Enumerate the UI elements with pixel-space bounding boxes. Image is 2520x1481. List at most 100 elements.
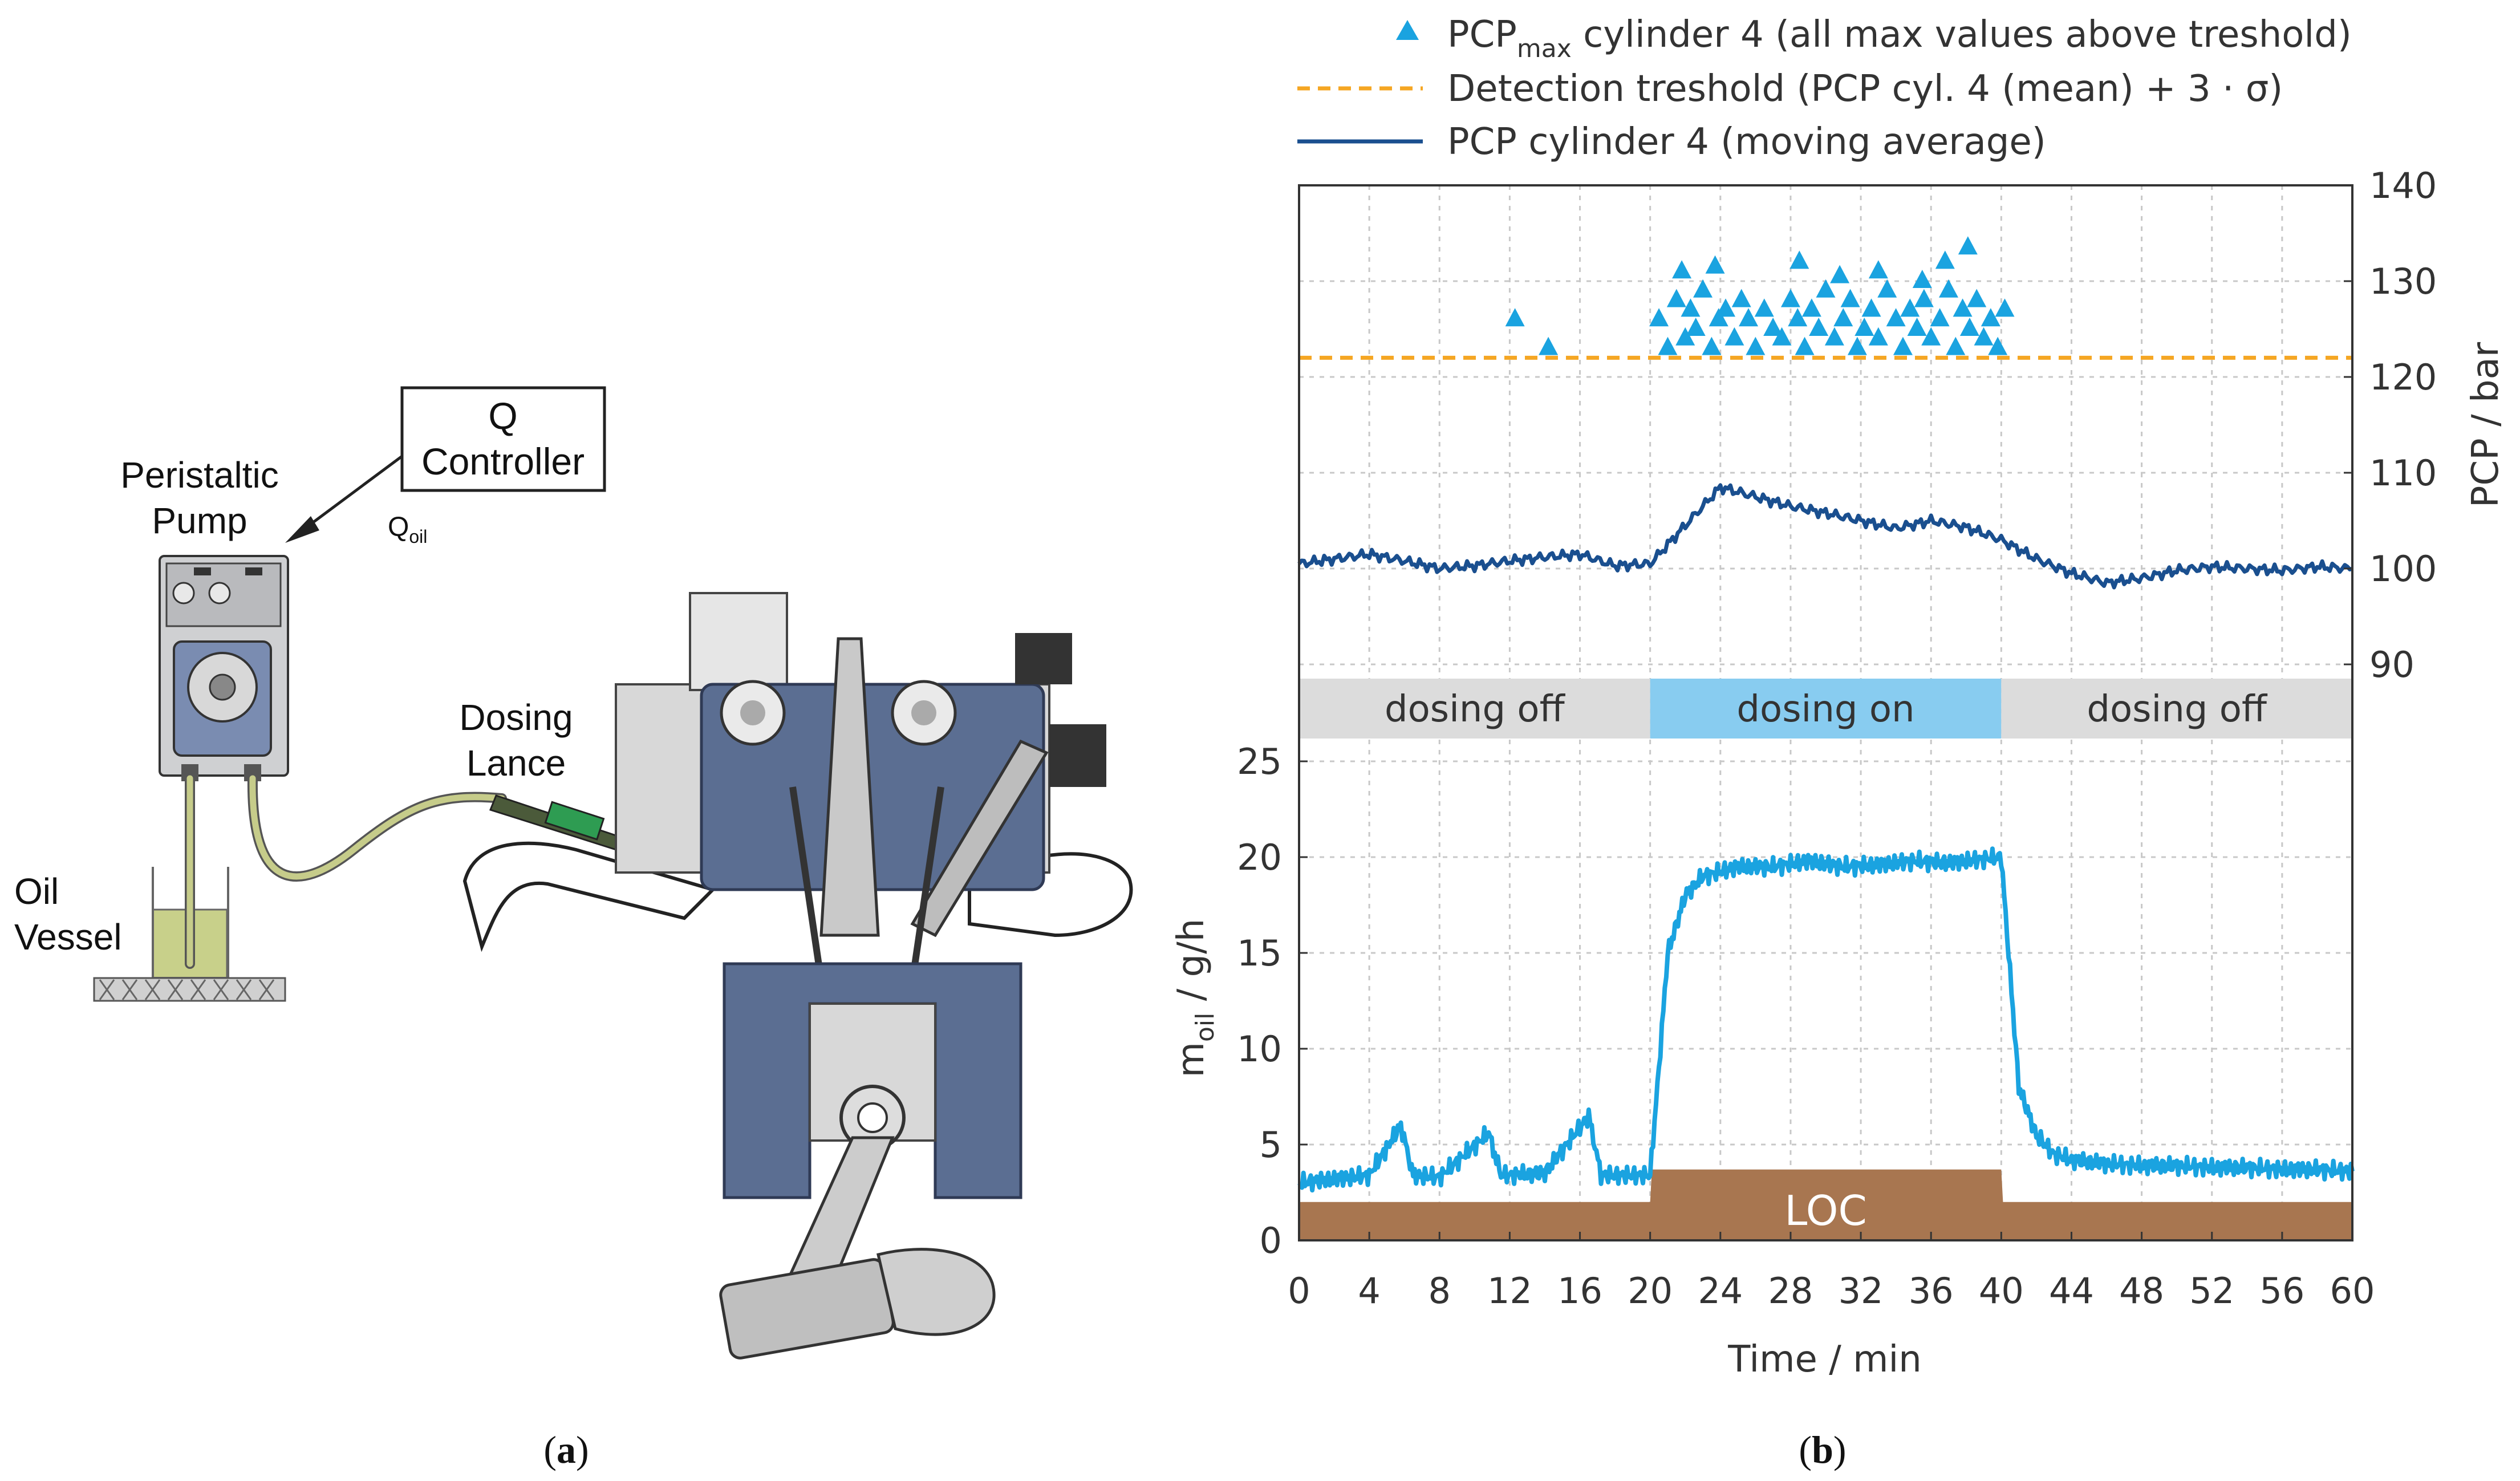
pcp-max-point (1795, 336, 1815, 355)
phase-bands: dosing off dosing on dosing off (1299, 679, 2352, 739)
pcp-max-point (1877, 279, 1897, 298)
x-tick-label: 56 (2259, 1270, 2304, 1312)
pcp-max-point (1539, 336, 1559, 355)
x-tick-label: 40 (1979, 1270, 2024, 1312)
pcp-max-point (1672, 260, 1692, 279)
pcp-max-point (1763, 318, 1783, 336)
x-tick-label: 20 (1628, 1270, 1673, 1312)
controller-label-2: Controller (421, 440, 585, 482)
pcp-max-point (1731, 289, 1751, 307)
pcp-max-point (1681, 298, 1701, 317)
lower-y-axis-ticks: 0 5 10 15 20 25 (1237, 741, 1308, 1261)
q-oil-label: Qoil (388, 512, 427, 547)
pcp-max-point (1981, 308, 2000, 327)
lower-y-tick-label: 15 (1237, 932, 1282, 974)
lower-y-tick-label: 5 (1260, 1124, 1282, 1166)
band-dosing-on (1650, 679, 2002, 739)
x-tick-label: 0 (1288, 1270, 1310, 1312)
vessel-label-2: Vessel (14, 916, 122, 957)
pcp-max-point (1912, 270, 1932, 288)
pcp-max-point (1953, 298, 1973, 317)
pcp-max-point (1705, 255, 1725, 274)
pcp-max-point (1658, 336, 1678, 355)
pcp-max-point (1886, 308, 1906, 327)
pcp-max-point (1840, 289, 1860, 307)
pcp-max-point (1709, 308, 1728, 327)
pcp-max-point (1967, 289, 1987, 307)
lower-y-tick-label: 10 (1237, 1028, 1282, 1070)
plot-frame (1298, 184, 2353, 1241)
pump-label-2: Pump (152, 500, 247, 541)
upper-y-tick-label: 110 (2369, 452, 2437, 494)
pcp-max-point (1900, 298, 1920, 317)
lance-label-1: Dosing (459, 697, 573, 738)
pcp-max-point (1958, 236, 1978, 255)
pcp-max-point (1789, 250, 1809, 269)
pcp-max-point (1716, 298, 1736, 317)
legend-marker-pcp-max (1396, 20, 1419, 40)
controller-label-1: Q (488, 395, 517, 437)
pcp-max-point (1693, 279, 1713, 298)
x-tick-label: 24 (1698, 1270, 1743, 1312)
pcp-max-point (1724, 327, 1744, 346)
x-tick-label: 52 (2189, 1270, 2234, 1312)
lower-y-tick-label: 25 (1237, 741, 1282, 782)
x-tick-label: 60 (2330, 1270, 2375, 1312)
panel-a-schematic: Q Controller Qoil Peristaltic Pump Oil V… (14, 386, 1133, 1471)
pcp-max-point (1780, 289, 1800, 307)
band-dosing-off-1 (1299, 679, 1650, 739)
peristaltic-pump (159, 555, 289, 781)
x-axis-ticks: 0 4 8 12 16 20 24 28 32 36 40 44 48 52 56 60 (1288, 1232, 2375, 1312)
pcp-max-point (1959, 318, 1979, 336)
controller-box (400, 386, 606, 492)
x-tick-label: 48 (2119, 1270, 2164, 1312)
upper-y-tick-label: 90 (2369, 644, 2415, 685)
loc-label: LOC (1784, 1187, 1867, 1235)
upper-y-axis-ticks: 90 100 110 120 130 140 (2344, 165, 2437, 685)
lower-y-tick-label: 20 (1237, 837, 1282, 878)
pcp-max-point (1847, 336, 1867, 355)
legend: PCPmax cylinder 4 (all max values above … (1297, 14, 2352, 163)
pcp-max-point (1746, 336, 1766, 355)
pcp-max-point (1938, 279, 1958, 298)
pcp-max-point (1666, 289, 1686, 307)
pcp-max-point (1824, 327, 1844, 346)
pcp-max-markers (1505, 236, 2015, 355)
pcp-max-point (1907, 318, 1927, 336)
legend-label-pcp-max: PCPmax cylinder 4 (all max values above … (1447, 14, 2352, 63)
pcp-max-point (1946, 336, 1966, 355)
x-tick-label: 28 (1768, 1270, 1813, 1312)
legend-label-pcp-avg: PCP cylinder 4 (moving average) (1447, 121, 2046, 163)
band-label-dosing-on: dosing on (1736, 688, 1914, 731)
pcp-max-point (1809, 318, 1829, 336)
pcp-max-point (1830, 265, 1850, 283)
pcp-max-point (1686, 318, 1706, 336)
x-tick-label: 8 (1429, 1270, 1451, 1312)
band-label-dosing-off-1: dosing off (1385, 688, 1566, 731)
pcp-max-point (1649, 308, 1669, 327)
pcp-max-point (1833, 308, 1853, 327)
x-tick-label: 12 (1487, 1270, 1532, 1312)
legend-label-threshold: Detection treshold (PCP cyl. 4 (mean) + … (1447, 68, 2283, 110)
panel-b-caption: (b) (1799, 1428, 1846, 1471)
band-label-dosing-off-2: dosing off (2087, 688, 2268, 731)
loc-area (1299, 1169, 2352, 1240)
panel-b-chart: PCPmax cylinder 4 (all max values above … (1170, 14, 2507, 1471)
upper-y-tick-label: 100 (2369, 548, 2437, 590)
lance-label-2: Lance (466, 742, 566, 784)
x-tick-label: 16 (1557, 1270, 1602, 1312)
lower-y-tick-label: 0 (1260, 1220, 1282, 1261)
pcp-max-point (1974, 327, 1994, 346)
x-tick-label: 44 (2049, 1270, 2094, 1312)
x-axis-label: Time / min (1727, 1338, 1922, 1381)
pcp-max-point (1788, 308, 1808, 327)
upper-y-axis-label: PCP / bar (2465, 342, 2507, 508)
pcp-max-point (1930, 308, 1950, 327)
pcp-max-point (1935, 250, 1955, 269)
pcp-max-point (1988, 336, 2008, 355)
upper-y-tick-label: 130 (2369, 261, 2437, 302)
upper-y-tick-label: 140 (2369, 165, 2437, 206)
pump-label-1: Peristaltic (120, 455, 278, 496)
pcp-max-point (1861, 298, 1881, 317)
